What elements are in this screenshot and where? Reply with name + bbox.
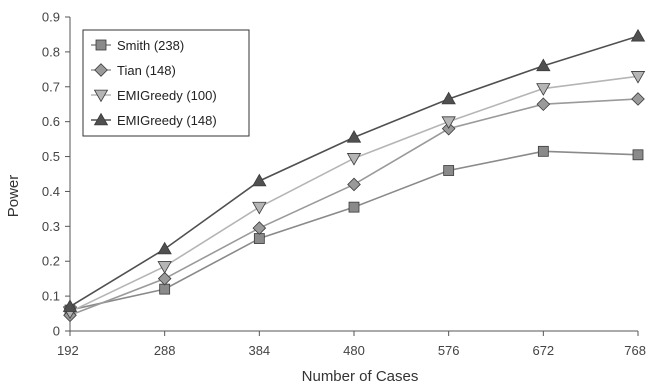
- data-point: [346, 130, 362, 143]
- data-point: [632, 149, 644, 161]
- y-tick-label: 0.7: [42, 79, 60, 94]
- y-axis: 0 0.1 0.2 0.3 0.4 0.5 0.6 0.7 0.8 0.9: [42, 10, 71, 339]
- series-3: [62, 71, 646, 320]
- x-axis: 192 288 384 480 576 672 768: [57, 330, 646, 358]
- data-point: [157, 271, 172, 286]
- data-point: [348, 201, 360, 213]
- data-point: [252, 221, 267, 235]
- x-tick-label: 576: [438, 343, 460, 358]
- data-point: [536, 83, 551, 96]
- legend-marker: [95, 39, 107, 51]
- data-point: [443, 165, 455, 176]
- x-axis-title: Number of Cases: [302, 368, 419, 385]
- data-point: [159, 283, 171, 295]
- x-tick-label: 480: [343, 343, 365, 358]
- data-point: [62, 299, 78, 312]
- y-tick-label: 0.1: [42, 289, 60, 304]
- y-tick-label: 0.3: [42, 219, 60, 234]
- data-point: [252, 201, 267, 215]
- y-tick-label: 0.9: [42, 10, 60, 25]
- legend-label: EMIGreedy (100): [117, 88, 217, 103]
- y-tick-label: 0: [53, 324, 60, 339]
- x-tick-label: 768: [624, 343, 646, 358]
- legend-item: EMIGreedy (100): [91, 88, 217, 103]
- data-point: [536, 58, 551, 72]
- data-point: [157, 261, 172, 274]
- legend-marker: [93, 89, 109, 103]
- y-axis-title: Power: [5, 175, 22, 218]
- y-tick-label: 0.5: [42, 149, 60, 164]
- x-tick-label: 384: [248, 343, 270, 358]
- legend-marker: [94, 63, 108, 77]
- data-point: [347, 177, 361, 192]
- y-tick-label: 0.8: [42, 44, 60, 59]
- legend-label: Smith (238): [117, 38, 184, 53]
- legend-marker: [93, 112, 109, 126]
- data-point: [253, 233, 265, 244]
- series-line: [69, 150, 639, 311]
- data-point: [441, 91, 456, 105]
- y-tick-label: 0.2: [42, 254, 60, 269]
- data-point: [537, 145, 549, 157]
- y-tick-label: 0.6: [42, 114, 60, 129]
- data-point: [536, 97, 551, 112]
- legend-label: Tian (148): [117, 63, 176, 78]
- x-tick-label: 672: [532, 343, 554, 358]
- legend-item: Tian (148): [91, 63, 176, 78]
- x-tick-label: 288: [154, 343, 176, 358]
- data-point: [441, 116, 456, 129]
- data-point: [252, 173, 267, 187]
- legend-label: EMIGreedy (148): [117, 113, 217, 128]
- data-point: [157, 241, 172, 255]
- data-point: [346, 153, 362, 166]
- data-point: [630, 28, 646, 42]
- x-tick-label: 192: [57, 343, 79, 358]
- legend-item: Smith (238): [91, 38, 184, 53]
- legend-item: EMIGreedy (148): [91, 112, 217, 128]
- series-1: [64, 145, 644, 316]
- data-point: [631, 92, 645, 106]
- series-group: [62, 28, 646, 323]
- legend-box: [82, 29, 250, 137]
- series-4: [62, 28, 646, 312]
- y-tick-label: 0.4: [42, 184, 60, 199]
- legend: Smith (238) Tian (148) EMIGreedy (100) EMIG…: [82, 29, 250, 137]
- data-point: [630, 71, 646, 84]
